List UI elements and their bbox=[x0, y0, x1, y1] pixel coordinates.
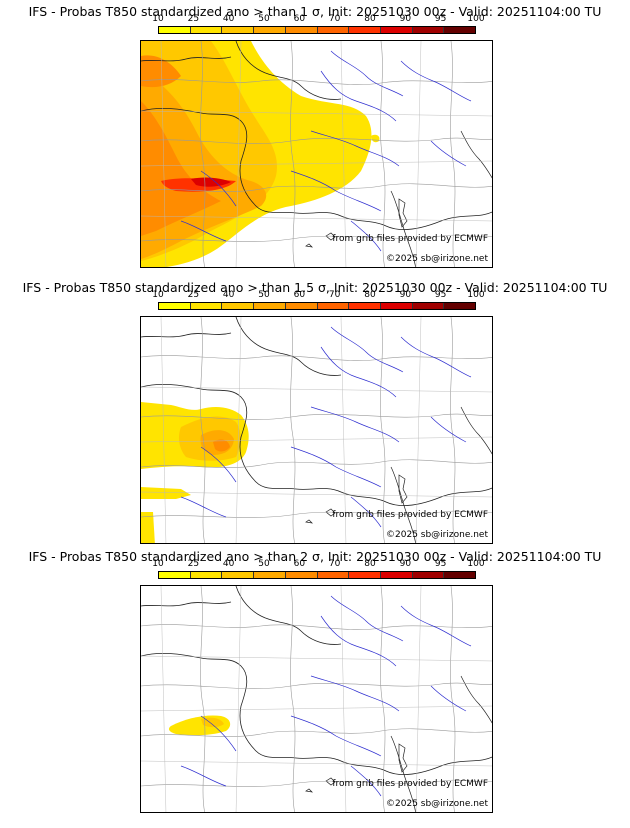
scale-label: 60 bbox=[293, 559, 306, 569]
map-graphic bbox=[141, 317, 492, 543]
scale-label: 90 bbox=[399, 14, 412, 24]
scale-label: 100 bbox=[467, 290, 485, 300]
scale-label: 60 bbox=[293, 290, 306, 300]
forecast-panel-1sigma: IFS - Probas T850 standardized ano > tha… bbox=[0, 0, 630, 268]
probability-scale-bar bbox=[158, 302, 476, 310]
scale-swatch-4 bbox=[285, 572, 318, 578]
probability-map: from grib files provided by ECMWF ©2025 … bbox=[140, 316, 493, 544]
scale-label: 40 bbox=[222, 290, 235, 300]
scale-label: 50 bbox=[258, 14, 270, 24]
scale-label: 95 bbox=[434, 559, 447, 569]
scale-swatch-1 bbox=[190, 303, 223, 309]
panel-title: IFS - Probas T850 standardized ano > tha… bbox=[22, 280, 608, 295]
scale-swatch-7 bbox=[380, 27, 413, 33]
scale-swatch-9 bbox=[444, 572, 476, 578]
scale-label: 70 bbox=[328, 14, 341, 24]
scale-label: 80 bbox=[364, 559, 376, 569]
scale-swatch-0 bbox=[159, 27, 191, 33]
probability-scale-bar bbox=[158, 26, 476, 34]
copyright: ©2025 sb@irizone.net bbox=[386, 799, 488, 809]
scale-swatch-0 bbox=[159, 303, 191, 309]
scale-label: 90 bbox=[399, 559, 412, 569]
scale-swatch-9 bbox=[444, 303, 476, 309]
map-graphic bbox=[141, 41, 492, 267]
scale-label: 80 bbox=[364, 14, 376, 24]
scale-label: 100 bbox=[467, 559, 485, 569]
scale-label: 25 bbox=[187, 559, 200, 569]
scale-labels: 10 25 40 50 60 70 80 90 95 100 bbox=[152, 559, 484, 570]
probability-field bbox=[141, 402, 249, 543]
scale-label: 10 bbox=[152, 14, 164, 24]
scale-swatch-3 bbox=[254, 27, 286, 33]
scale-label: 80 bbox=[364, 290, 376, 300]
scale-swatch-4 bbox=[285, 27, 318, 33]
scale-swatch-5 bbox=[317, 27, 350, 33]
copyright: ©2025 sb@irizone.net bbox=[386, 530, 488, 540]
scale-swatch-2 bbox=[222, 27, 255, 33]
source-credit: from grib files provided by ECMWF bbox=[332, 510, 488, 520]
scale-swatch-2 bbox=[222, 572, 255, 578]
scale-label: 100 bbox=[467, 14, 485, 24]
scale-swatch-4 bbox=[285, 303, 318, 309]
scale-swatch-7 bbox=[380, 572, 413, 578]
scale-label: 25 bbox=[187, 290, 200, 300]
scale-swatch-1 bbox=[190, 572, 223, 578]
panel-title: IFS - Probas T850 standardized ano > tha… bbox=[28, 549, 602, 564]
scale-label: 40 bbox=[222, 559, 235, 569]
scale-label: 95 bbox=[434, 14, 447, 24]
scale-label: 60 bbox=[293, 14, 306, 24]
source-credit: from grib files provided by ECMWF bbox=[332, 234, 488, 244]
scale-swatch-5 bbox=[317, 303, 350, 309]
scale-label: 10 bbox=[152, 290, 164, 300]
scale-swatch-6 bbox=[349, 303, 381, 309]
probability-scale-bar bbox=[158, 571, 476, 579]
scale-label: 70 bbox=[328, 290, 341, 300]
scale-swatch-7 bbox=[380, 303, 413, 309]
scale-swatch-9 bbox=[444, 27, 476, 33]
scale-label: 40 bbox=[222, 14, 235, 24]
scale-labels: 10 25 40 50 60 70 80 90 95 100 bbox=[152, 290, 484, 301]
copyright: ©2025 sb@irizone.net bbox=[386, 254, 488, 264]
scale-swatch-6 bbox=[349, 572, 381, 578]
scale-swatch-3 bbox=[254, 572, 286, 578]
probability-map: from grib files provided by ECMWF ©2025 … bbox=[140, 585, 493, 813]
scale-swatch-1 bbox=[190, 27, 223, 33]
scale-label: 25 bbox=[187, 14, 200, 24]
scale-label: 50 bbox=[258, 559, 270, 569]
panel-title: IFS - Probas T850 standardized ano > tha… bbox=[28, 4, 602, 19]
scale-label: 90 bbox=[399, 290, 412, 300]
scale-swatch-8 bbox=[412, 572, 445, 578]
scale-label: 95 bbox=[434, 290, 447, 300]
map-graphic bbox=[141, 586, 492, 812]
probability-map: from grib files provided by ECMWF ©2025 … bbox=[140, 40, 493, 268]
scale-swatch-8 bbox=[412, 303, 445, 309]
scale-swatch-0 bbox=[159, 572, 191, 578]
source-credit: from grib files provided by ECMWF bbox=[332, 779, 488, 789]
scale-swatch-8 bbox=[412, 27, 445, 33]
forecast-panel-1-5sigma: IFS - Probas T850 standardized ano > tha… bbox=[0, 276, 630, 544]
scale-swatch-6 bbox=[349, 27, 381, 33]
scale-label: 70 bbox=[328, 559, 341, 569]
scale-swatch-3 bbox=[254, 303, 286, 309]
scale-swatch-2 bbox=[222, 303, 255, 309]
scale-label: 50 bbox=[258, 290, 270, 300]
scale-swatch-5 bbox=[317, 572, 350, 578]
scale-labels: 10 25 40 50 60 70 80 90 95 100 bbox=[152, 14, 484, 25]
scale-label: 10 bbox=[152, 559, 164, 569]
forecast-panel-2sigma: IFS - Probas T850 standardized ano > tha… bbox=[0, 545, 630, 813]
